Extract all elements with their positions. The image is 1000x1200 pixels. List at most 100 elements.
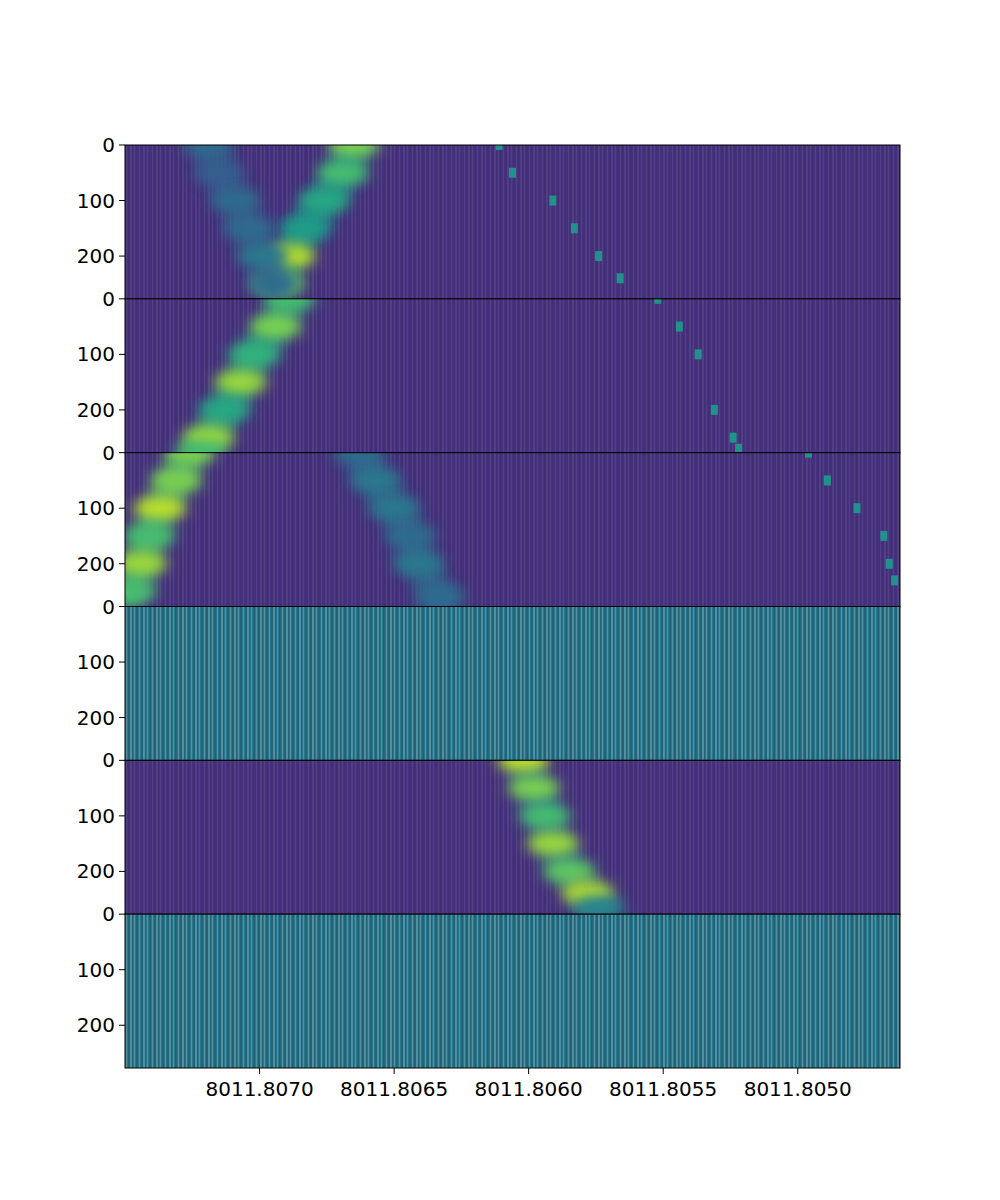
- y-tick-label: 200: [77, 859, 115, 883]
- x-tick-label: 8011.8060: [475, 1077, 583, 1101]
- x-tick: [797, 1068, 798, 1074]
- square-marker: [711, 405, 718, 415]
- streak-blob: [368, 496, 420, 520]
- panel-frame: [125, 145, 900, 299]
- streak-blob: [392, 552, 444, 576]
- y-tick-label: 0: [102, 133, 115, 157]
- figure: 0100200010020001002000100200010020001002…: [0, 0, 1000, 1200]
- panel: 0 100 200: [77, 441, 900, 609]
- streak-blob: [125, 552, 167, 576]
- square-marker: [886, 559, 893, 569]
- panel: 0 100 200: [77, 287, 900, 465]
- streak-blob: [508, 776, 560, 800]
- streak-blob: [328, 145, 380, 157]
- y-tick-label: 0: [102, 287, 115, 311]
- x-tick-label: 8011.8065: [340, 1077, 448, 1101]
- panel-frame: [125, 607, 900, 761]
- square-marker: [496, 145, 503, 150]
- streak-blob: [125, 580, 156, 604]
- panel: 0100200: [77, 133, 900, 299]
- panel: 01002008011.80708011.80658011.80608011.8…: [77, 902, 900, 1101]
- square-marker: [509, 168, 516, 178]
- y-tick-label: 200: [77, 706, 115, 730]
- y-tick: [119, 145, 125, 146]
- noise-texture: [125, 299, 900, 453]
- streak-blob: [573, 896, 625, 915]
- streak-blob: [223, 216, 275, 240]
- y-tick: [119, 815, 125, 816]
- y-tick: [119, 298, 125, 299]
- noise-texture: [125, 453, 900, 607]
- x-tick: [528, 1068, 529, 1074]
- x-tick: [663, 1068, 664, 1074]
- square-marker: [617, 273, 624, 283]
- noise-texture: [125, 145, 900, 299]
- square-marker: [853, 503, 860, 513]
- square-marker: [549, 196, 556, 206]
- y-tick: [119, 452, 125, 453]
- square-marker: [880, 531, 887, 541]
- y-tick: [119, 662, 125, 663]
- streak-blob: [215, 370, 267, 394]
- y-tick-label: 0: [102, 441, 115, 465]
- y-tick-label: 100: [77, 496, 115, 520]
- streak-blob: [125, 524, 175, 548]
- panel-frame: [125, 299, 900, 453]
- y-tick-label: 100: [77, 189, 115, 213]
- streak-blob: [134, 496, 186, 520]
- y-tick-label: 100: [77, 342, 115, 366]
- streak-blob: [298, 189, 350, 213]
- y-tick-label: 0: [102, 748, 115, 772]
- streak-blob: [164, 453, 216, 465]
- y-tick: [119, 256, 125, 257]
- y-tick-label: 200: [77, 1013, 115, 1037]
- streak-blob: [236, 244, 288, 268]
- y-tick: [119, 409, 125, 410]
- streak-blob: [174, 441, 226, 453]
- streak-blob: [333, 453, 385, 465]
- square-marker: [735, 444, 742, 453]
- square-marker: [805, 453, 812, 458]
- y-tick-label: 0: [102, 595, 115, 619]
- noise-texture: [125, 607, 900, 761]
- streak-blob: [497, 760, 549, 772]
- panel-background: [125, 760, 900, 914]
- panel-frame: [125, 453, 900, 607]
- streak-blob: [247, 272, 299, 296]
- y-tick: [119, 200, 125, 201]
- panel-background: [125, 145, 900, 299]
- streak-blob: [250, 315, 302, 339]
- panel: 0100200: [77, 595, 900, 761]
- y-tick: [119, 563, 125, 564]
- streak-blob: [182, 145, 234, 157]
- streak-blob: [209, 189, 261, 213]
- panel-frame: [125, 914, 900, 1068]
- square-marker: [654, 299, 661, 304]
- y-tick: [119, 354, 125, 355]
- streak-blob: [543, 859, 595, 883]
- streak-blob: [414, 585, 466, 606]
- square-marker: [676, 322, 683, 332]
- x-tick-label: 8011.8055: [609, 1077, 717, 1101]
- streak-blob: [519, 804, 571, 828]
- square-marker: [824, 475, 831, 485]
- streak-blob: [199, 398, 251, 422]
- streak-blob: [228, 342, 280, 366]
- y-tick-label: 200: [77, 398, 115, 422]
- y-tick: [119, 717, 125, 718]
- y-tick: [119, 914, 125, 915]
- panel-frame: [125, 760, 900, 914]
- square-marker: [571, 223, 578, 233]
- streak-blob: [527, 832, 579, 856]
- panel: 0 100 200: [77, 748, 900, 919]
- panel-background: [125, 607, 900, 761]
- y-tick-label: 100: [77, 804, 115, 828]
- y-tick: [119, 969, 125, 970]
- y-tick: [119, 1025, 125, 1026]
- plot-area: [497, 760, 624, 914]
- y-tick-label: 200: [77, 552, 115, 576]
- panel-background: [125, 453, 900, 607]
- y-tick: [119, 508, 125, 509]
- streak-blob: [384, 524, 436, 548]
- streak-blob: [263, 299, 315, 311]
